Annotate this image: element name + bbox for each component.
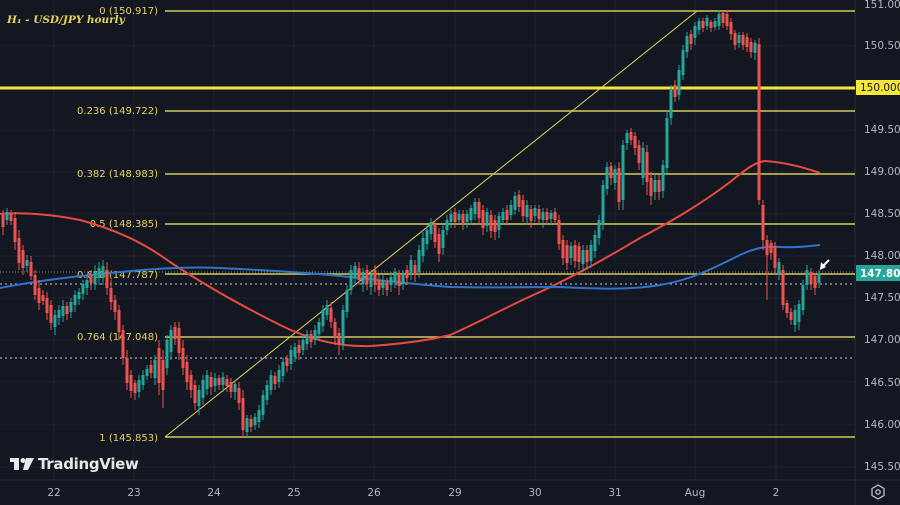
current-price-label: 147.809 (856, 265, 900, 281)
price-tick: 147.500 (864, 292, 900, 304)
time-tick: 29 (448, 487, 461, 499)
price-tick: 151.000 (864, 0, 900, 11)
level-150-price-label: 150.000 (856, 80, 900, 95)
time-tick: 23 (127, 487, 140, 499)
time-tick: 26 (367, 487, 381, 499)
chart-settings-icon[interactable] (870, 484, 886, 500)
chart-title: H₁ - USD/JPY hourly (7, 14, 125, 26)
svg-text:147.809: 147.809 (860, 268, 900, 280)
moving-average-red (0, 159, 821, 348)
arrow-annotation-icon (820, 259, 830, 270)
price-tick: 146.000 (864, 419, 900, 431)
fib-label-0: 0 (150.917) (99, 6, 158, 17)
tradingview-logo-text: TradingView (38, 455, 139, 473)
moving-average-blue (0, 244, 821, 290)
time-tick: 24 (207, 487, 221, 499)
fib-label-0236: 0.236 (149.722) (77, 106, 158, 117)
time-tick: 25 (287, 487, 300, 499)
fib-levels[interactable] (165, 10, 855, 438)
candlesticks (1, 10, 821, 437)
price-tick: 150.500 (864, 40, 900, 52)
price-tick: 149.500 (864, 124, 900, 136)
fib-label-05: 0.5 (148.385) (90, 219, 158, 230)
price-tick: 145.500 (864, 461, 900, 473)
time-axis[interactable]: 22 23 24 25 26 29 30 31 Aug 2 (47, 487, 779, 499)
fib-label-0764: 0.764 (147.048) (77, 332, 158, 343)
price-tick: 149.000 (864, 166, 900, 178)
price-tick: 148.500 (864, 208, 900, 220)
time-tick: 2 (773, 487, 780, 499)
fib-label-1: 1 (145.853) (99, 433, 158, 444)
price-axis[interactable]: 151.000 150.500 149.500 149.000 148.500 … (864, 0, 900, 473)
fib-label-0382: 0.382 (148.983) (77, 169, 158, 180)
time-tick: 30 (528, 487, 541, 499)
price-tick: 148.000 (864, 250, 900, 262)
tradingview-logo-icon (10, 458, 34, 470)
tradingview-logo: TradingView (10, 455, 139, 473)
price-tick: 146.500 (864, 377, 900, 389)
price-tick: 147.000 (864, 334, 900, 346)
time-tick: 22 (47, 487, 60, 499)
time-tick: Aug (685, 487, 706, 499)
svg-text:150.000: 150.000 (860, 82, 900, 94)
fib-label-0618: 0.618 (147.787) (77, 270, 158, 281)
time-tick: 31 (608, 487, 621, 499)
